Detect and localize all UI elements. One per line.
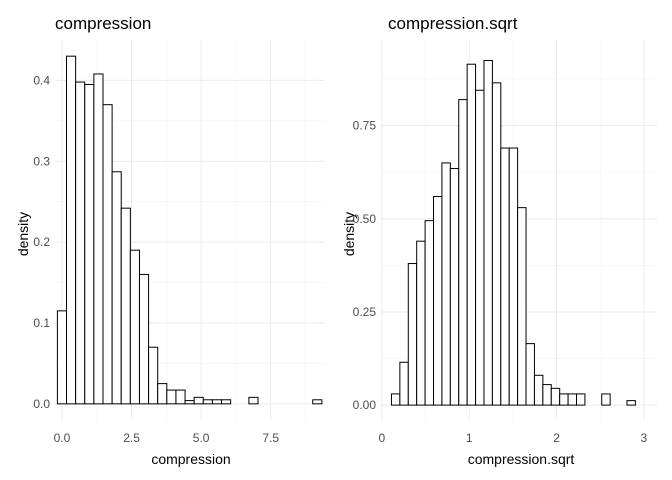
histogram-bar [211,399,223,405]
histogram-bar [500,147,510,406]
histogram-bar [542,384,552,406]
y-tick-label: 0.3 [33,154,50,168]
histogram-bar [458,99,468,406]
histogram-bar [138,273,150,405]
histogram-bar [601,393,611,406]
histogram-bar [102,104,113,405]
histogram-bar [248,396,259,405]
histogram-bar [626,400,636,406]
y-tick-label: 0.25 [353,305,377,319]
histogram-bar [466,63,477,406]
histogram-bar [312,399,323,405]
x-tick-label: 2 [553,431,560,445]
histogram-bar [433,195,443,406]
histogram-bar [390,393,401,406]
histogram-bar [576,393,586,406]
y-tick-label: 0.00 [353,398,377,412]
histogram-bar [424,220,435,406]
bars [390,59,636,406]
y-tick-label: 0.0 [33,397,50,411]
y-tick-label: 0.50 [353,212,377,226]
histogram-bar [84,83,95,405]
histogram-bar [533,374,544,406]
histogram-bar [120,207,131,405]
histogram-compression: compression compression density 0.0 2.5 5.… [15,14,325,467]
x-tick-label: 3 [641,431,648,445]
histogram-bar [416,240,426,406]
histogram-bar [166,389,177,405]
histogram-bar [56,310,68,405]
x-tick-label: 0.0 [54,431,71,445]
x-axis-title: compression [151,451,230,467]
y-tick-label: 0.75 [353,119,377,133]
histogram-bar [449,168,460,406]
histogram-bar [193,396,204,405]
histogram-bar [93,73,104,405]
histogram-bar [221,399,232,405]
chart-title: compression.sqrt [388,14,518,33]
x-tick-label: 1 [466,431,473,445]
x-tick-label: 2.5 [123,431,140,445]
chart-title: compression [55,14,151,33]
histogram-bar [483,59,493,406]
histogram-bar [475,89,485,406]
y-axis-title: density [15,212,31,256]
x-axis-title: compression.sqrt [468,451,575,467]
histogram-bar [508,147,519,406]
x-tick-label: 5.0 [193,431,210,445]
histogram-bar [567,393,578,406]
histogram-bar [75,81,86,405]
histogram-bar [399,361,409,406]
histogram-bar [550,387,561,406]
histogram-bar [175,389,186,405]
bars [56,55,323,405]
histogram-compression-sqrt: compression.sqrt compression.sqrt densit… [341,14,657,467]
histogram-bar [129,249,140,405]
y-tick-label: 0.1 [33,316,50,330]
histogram-bar [407,263,418,406]
histogram-bar [111,171,122,405]
histogram-bar [148,346,159,405]
histogram-bar [202,399,213,405]
y-tick-label: 0.4 [33,73,50,87]
histogram-bar [66,55,77,405]
x-tick-label: 0 [379,431,386,445]
histogram-bar [184,400,195,405]
histogram-bar [559,393,569,406]
histogram-bar [525,343,535,406]
x-tick-label: 7.5 [262,431,279,445]
histogram-bar [491,82,502,406]
y-tick-label: 0.2 [33,235,50,249]
y-axis-title: density [341,212,357,256]
histogram-bar [517,207,527,406]
histogram-bar [157,383,168,405]
histogram-bar [441,162,451,406]
